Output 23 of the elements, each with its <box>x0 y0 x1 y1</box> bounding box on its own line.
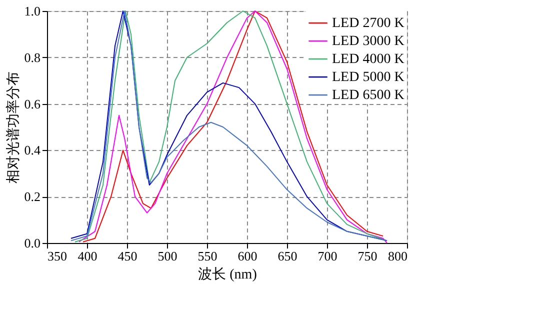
legend-label: LED 5000 K <box>332 70 404 85</box>
x-tick-label: 700 <box>318 248 338 264</box>
x-tick-label: 350 <box>48 248 67 264</box>
y-tick-label: 1.0 <box>24 4 40 18</box>
legend-label: LED 3000 K <box>332 34 404 49</box>
x-tick-label: 750 <box>358 248 378 264</box>
x-tick-label: 400 <box>78 248 98 264</box>
x-tick-label: 600 <box>238 248 258 264</box>
x-tick-label: 550 <box>198 248 218 264</box>
x-tick-label: 450 <box>118 248 138 264</box>
legend-label: LED 4000 K <box>332 52 404 67</box>
x-tick-label: 500 <box>158 248 178 264</box>
legend-label: LED 6500 K <box>332 88 404 103</box>
x-tick-label: 650 <box>278 248 298 264</box>
legend-label: LED 2700 K <box>332 16 404 31</box>
y-tick-label: 0.0 <box>24 236 40 250</box>
x-tick-label: 800 <box>388 248 408 264</box>
y-tick-label: 0.2 <box>24 189 40 204</box>
y-tick-label: 0.4 <box>24 142 41 158</box>
y-tick-label: 0.8 <box>24 50 40 65</box>
y-axis-title: 相对光谱功率分布 <box>5 72 22 184</box>
y-tick-label: 0.6 <box>24 96 41 112</box>
x-axis-title: 波长 (nm) <box>198 266 258 282</box>
